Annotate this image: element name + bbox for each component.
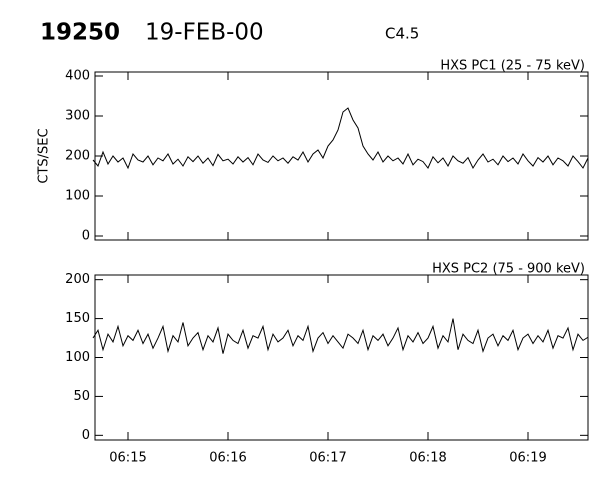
y-tick-label: 50 xyxy=(73,389,90,404)
y-tick-label: 0 xyxy=(82,229,90,244)
y-tick-label: 150 xyxy=(65,311,90,326)
x-tick-label: 06:19 xyxy=(509,451,546,466)
flare-class: C4.5 xyxy=(385,25,419,43)
x-tick-label: 06:16 xyxy=(209,451,246,466)
x-tick-label: 06:17 xyxy=(309,451,346,466)
y-tick-label: 200 xyxy=(65,272,90,287)
x-tick-label: 06:15 xyxy=(109,451,146,466)
y-tick-label: 200 xyxy=(65,149,90,164)
panel-title: HXS PC1 (25 - 75 keV) xyxy=(440,59,585,74)
y-tick-label: 0 xyxy=(82,428,90,443)
y-tick-label: 100 xyxy=(65,189,90,204)
y-axis-label: CTS/SEC xyxy=(37,128,52,183)
y-tick-label: 400 xyxy=(65,69,90,84)
x-tick-label: 06:18 xyxy=(409,451,446,466)
data-line xyxy=(92,318,589,354)
date: 19-FEB-00 xyxy=(145,20,264,46)
y-tick-label: 300 xyxy=(65,109,90,124)
plot-frame xyxy=(94,274,589,441)
event-id: 19250 xyxy=(40,20,120,46)
y-tick-label: 100 xyxy=(65,350,90,365)
panel-title: HXS PC2 (75 - 900 keV) xyxy=(432,262,585,277)
data-line xyxy=(92,107,589,170)
